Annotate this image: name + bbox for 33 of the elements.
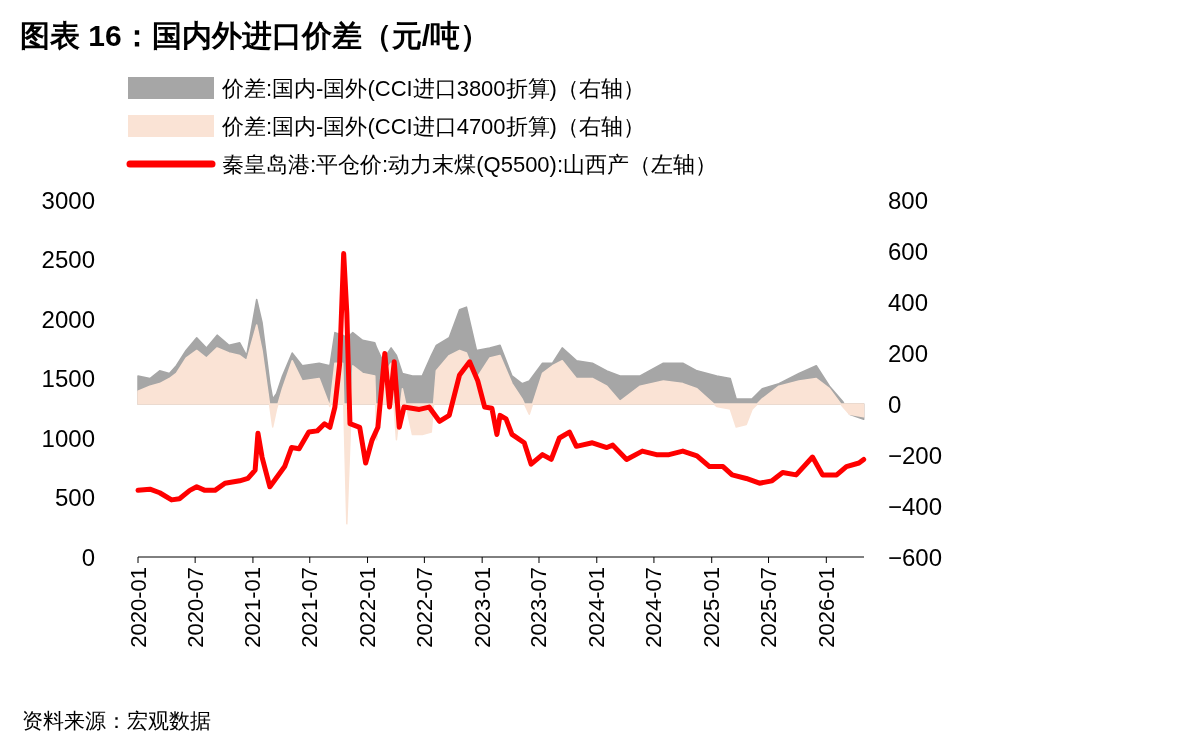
y-tick-label: 0 xyxy=(81,543,95,571)
y2-tick-label: 800 xyxy=(888,186,929,214)
legend-label: 秦皇岛港:平仓价:动力末煤(Q5500):山西产（左轴） xyxy=(222,151,718,177)
x-tick-label: 2020-01 xyxy=(125,567,151,648)
x-tick-label: 2021-01 xyxy=(240,567,266,648)
x-tick-label: 2026-01 xyxy=(813,567,839,648)
x-tick-label: 2023-01 xyxy=(469,567,495,648)
x-tick-label: 2025-01 xyxy=(699,567,725,648)
x-tick-label: 2025-07 xyxy=(756,567,782,648)
text: 资料来源：宏观数据 xyxy=(22,709,211,732)
y2-tick-label: 400 xyxy=(888,288,929,316)
y-tick-label: 1500 xyxy=(41,365,95,392)
y2-tick-label: −400 xyxy=(888,492,943,520)
y2-tick-label: −200 xyxy=(888,441,943,469)
x-tick-label: 2022-01 xyxy=(355,567,381,648)
y-tick-label: 2500 xyxy=(41,246,95,273)
y-tick-label: 500 xyxy=(54,484,95,511)
y-tick-label: 1000 xyxy=(41,424,95,452)
x-tick-label: 2020-07 xyxy=(182,567,208,648)
x-tick-label: 2024-07 xyxy=(641,567,667,648)
y2-tick-label: 0 xyxy=(888,390,902,418)
y2-tick-label: −600 xyxy=(888,543,943,571)
x-tick-label: 2023-07 xyxy=(526,567,552,648)
y-tick-label: 2000 xyxy=(41,305,95,333)
y-tick-label: 3000 xyxy=(41,186,95,214)
x-tick-label: 2022-07 xyxy=(411,567,437,648)
x-tick-label: 2024-01 xyxy=(584,567,610,648)
x-tick-label: 2021-07 xyxy=(297,567,323,648)
legend-label: 价差:国内-国外(CCI进口3800折算)（右轴） xyxy=(221,75,645,101)
chart-title: 图表 16：国内外进口价差（元/吨） xyxy=(20,19,491,52)
y2-tick-label: 200 xyxy=(888,339,929,367)
legend-label: 价差:国内-国外(CCI进口4700折算)（右轴） xyxy=(221,113,645,139)
y2-tick-label: 600 xyxy=(888,237,929,265)
